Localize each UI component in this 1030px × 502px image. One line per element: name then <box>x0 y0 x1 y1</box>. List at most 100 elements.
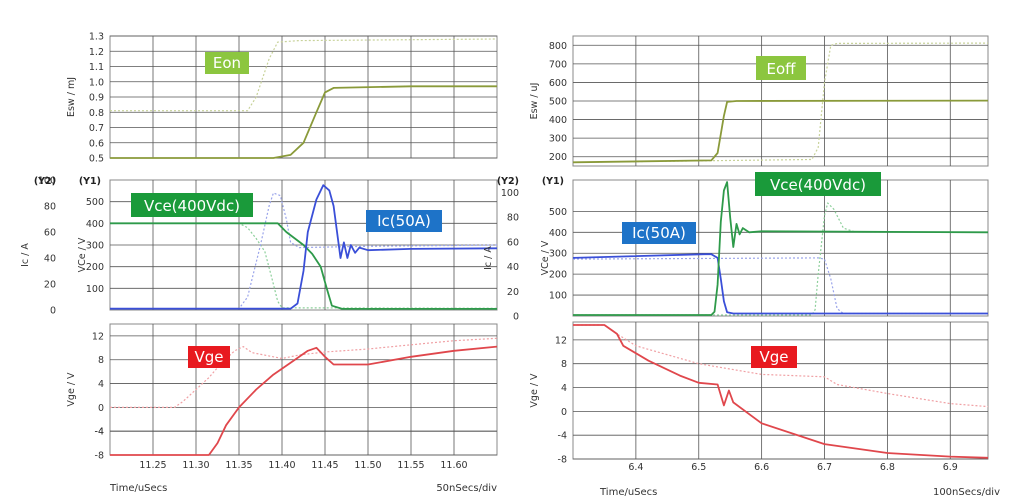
x-tick-label: 6.4 <box>628 462 643 473</box>
y2-tick-label: 60 <box>44 228 56 239</box>
turn-off-gate-panel: -8 -4 0 4 8 12 Vge / V Vge <box>529 321 989 466</box>
tag-background <box>188 346 230 368</box>
y2-tick-label: 80 <box>44 202 56 213</box>
x-tick-label: 11.50 <box>354 460 381 471</box>
turn-off-vce-dotted-trace <box>573 202 988 316</box>
y-tick-label: 4 <box>98 379 104 390</box>
y1-axis-label: VCe / V <box>77 237 88 272</box>
tag-text: Vge <box>759 348 788 366</box>
turn-on-energy-tag: Eon <box>205 52 249 74</box>
turn-on-time-div: 50nSecs/div <box>436 483 497 494</box>
turn-on-energy-dotted-trace <box>110 38 498 112</box>
y-tick-label: 0 <box>98 403 104 414</box>
x-tick-label: 6.7 <box>817 462 832 473</box>
turn-off-energy-dotted-trace <box>572 42 989 163</box>
y1-tick-label: 100 <box>549 291 567 302</box>
y-tick-label: -4 <box>95 427 104 438</box>
y-tick-label: -4 <box>95 427 104 438</box>
turn-on-vge-solid-trace <box>110 345 498 456</box>
y1-axis-tag: (Y1) <box>79 176 101 187</box>
x-tick-label: 6.5 <box>691 462 706 473</box>
y2-tick-label: 20 <box>507 287 519 298</box>
y-tick-label: 0.8 <box>89 108 104 119</box>
tag-background <box>755 172 881 196</box>
x-tick-label: 11.60 <box>440 460 467 471</box>
tag-text: Ic(50A) <box>377 212 431 230</box>
y2-axis-label: Ic / A <box>20 243 31 267</box>
turn-on-vce-solid-trace <box>110 222 497 310</box>
y2-tick-label: 100 <box>38 176 56 187</box>
y-axis-label: Esw / uJ <box>529 83 540 120</box>
x-tick-label: 6.9 <box>943 462 958 473</box>
y-tick-label: 1.2 <box>89 47 104 58</box>
x-tick-label: 6.6 <box>754 462 769 473</box>
y2-tick-label: 40 <box>44 254 56 265</box>
y-tick-label: 4 <box>561 383 567 394</box>
y-tick-label: 700 <box>549 59 567 70</box>
y-tick-label: 300 <box>549 134 567 145</box>
turn-on-vce-dotted-trace <box>110 222 498 309</box>
y-tick-label: 8 <box>98 355 104 366</box>
x-tick-label: 11.25 <box>139 460 166 471</box>
y2-tick-label: 0 <box>513 312 519 323</box>
y-tick-label: 1.1 <box>89 62 104 73</box>
turn-off-ic-solid-trace <box>572 253 988 315</box>
y1-tick-label: 400 <box>549 228 567 239</box>
y2-axis-label: Ic / A <box>483 246 494 270</box>
y-tick-label: 8 <box>561 359 567 370</box>
y-tick-label: -4 <box>558 431 567 442</box>
y-tick-label: -8 <box>558 455 567 466</box>
y-tick-label: -8 <box>95 451 104 462</box>
turn-off-vge-solid-trace <box>573 324 989 459</box>
tag-text: Vce(400Vdc) <box>144 197 240 215</box>
panel-frame <box>109 323 498 456</box>
x-tick-label: 11.55 <box>397 460 424 471</box>
y1-tick-label: 200 <box>549 270 567 281</box>
y2-tick-label: 100 <box>501 188 519 199</box>
x-tick-label: 11.40 <box>268 460 295 471</box>
x-tick-label: 6.8 <box>880 462 895 473</box>
turn-off-energy-panel: 200 300 400 500 600 700 800 Esw / uJ Eoff <box>529 35 989 167</box>
y1-axis-tag: (Y1) <box>542 176 564 187</box>
y1-tick-label: 500 <box>86 197 104 208</box>
turn-on-vge-dotted-trace <box>110 337 498 408</box>
turn-on-vge-tag: Vge <box>188 346 230 368</box>
y1-tick-label: 200 <box>86 262 104 273</box>
y-tick-label: 800 <box>549 41 567 52</box>
tag-background <box>366 210 442 232</box>
turn-on-energy-panel: 0.5 0.6 0.7 0.8 0.9 1.0 1.1 1.2 1.3 Esw / mJ Eon <box>66 32 498 165</box>
turn-off-ic-dotted-trace <box>572 257 988 315</box>
tag-background <box>756 56 806 80</box>
y-tick-label: 0.9 <box>89 93 104 104</box>
turn-off-ic-tag: Ic(50A) <box>622 222 696 244</box>
panel-frame <box>572 321 989 460</box>
tag-background <box>205 52 249 74</box>
tag-background <box>751 346 797 368</box>
y-tick-label: 200 <box>549 152 567 163</box>
panel-frame <box>572 179 989 317</box>
y-tick-label: 500 <box>549 97 567 108</box>
y-axis-label: Vge / V <box>529 373 540 408</box>
turn-on-vce-tag: Vce(400Vdc) <box>131 193 253 217</box>
y-tick-label: 400 <box>549 115 567 126</box>
y-axis-label: Esw / mJ <box>66 77 77 117</box>
y-tick-label: 0.5 <box>89 154 104 165</box>
tag-text: Ic(50A) <box>632 224 686 242</box>
y-axis-label: Vge / V <box>66 372 77 407</box>
turn-on-energy-solid-trace <box>110 85 497 159</box>
y2-axis-tag: (Y2) <box>34 176 56 187</box>
y-tick-label: 0.6 <box>89 138 104 149</box>
turn-off-vce-tag: Vce(400Vdc) <box>755 172 881 196</box>
turn-on-ic-dotted-trace <box>110 192 498 310</box>
y2-tick-label: 20 <box>44 280 56 291</box>
tag-background <box>622 222 696 244</box>
y1-axis-label: VCe / V <box>540 240 551 275</box>
y2-tick-label: 60 <box>507 237 519 248</box>
y-tick-label: 0.7 <box>89 123 104 134</box>
turn-off-vce-solid-trace <box>573 181 989 316</box>
y2-axis-tag: (Y2) <box>497 176 519 187</box>
